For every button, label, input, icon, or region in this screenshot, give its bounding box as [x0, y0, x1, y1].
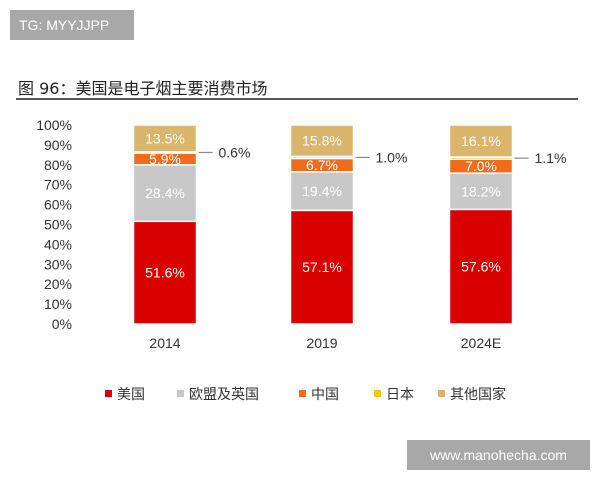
watermark-bottom: www.manohecha.com: [407, 440, 590, 470]
data-label: 16.1%: [461, 133, 501, 149]
y-tick-label: 10%: [44, 296, 72, 312]
y-tick-label: 90%: [44, 137, 72, 153]
legend-swatch: [299, 390, 306, 397]
y-tick-label: 30%: [44, 256, 72, 272]
data-label: 13.5%: [145, 130, 185, 146]
legend-label: 欧盟及英国: [189, 386, 259, 402]
y-tick-label: 70%: [44, 177, 72, 193]
x-tick-label: 2014: [149, 335, 180, 351]
data-label: 0.6%: [219, 144, 251, 160]
legend-swatch: [105, 390, 112, 397]
y-tick-label: 100%: [36, 117, 72, 133]
legend-swatch: [374, 390, 381, 397]
watermark-top: TG: MYYJJPP: [10, 10, 134, 40]
bar-segment: [448, 124, 514, 158]
bar-segment: [132, 124, 198, 153]
y-tick-label: 20%: [44, 276, 72, 292]
y-tick-label: 0%: [52, 316, 72, 332]
bar-segment: [132, 164, 198, 223]
data-label: 1.1%: [535, 150, 567, 166]
bar-segment: [289, 124, 355, 158]
bar-segment: [289, 171, 355, 212]
legend-label: 日本: [386, 386, 414, 402]
data-label: 5.9%: [149, 151, 181, 167]
legend-swatch: [177, 390, 184, 397]
data-label: 15.8%: [302, 133, 342, 149]
bar-segment: [289, 209, 355, 325]
legend-label: 中国: [311, 386, 339, 402]
title-divider: [16, 98, 578, 100]
bar-segment: [132, 220, 198, 325]
figure-title: 图 96：美国是电子烟主要消费市场: [18, 79, 268, 98]
legend-swatch: [438, 390, 445, 397]
legend-label: 美国: [117, 386, 145, 402]
data-label: 51.6%: [145, 265, 185, 281]
x-tick-label: 2024E: [461, 335, 501, 351]
data-label: 1.0%: [376, 149, 408, 165]
bar-segment: [448, 208, 514, 325]
data-label: 19.4%: [302, 183, 342, 199]
data-label: 28.4%: [145, 185, 185, 201]
data-label: 7.0%: [465, 158, 497, 174]
bar-segment: [448, 172, 514, 211]
y-tick-label: 40%: [44, 236, 72, 252]
data-label: 18.2%: [461, 183, 501, 199]
legend-label: 其他国家: [450, 386, 506, 402]
y-tick-label: 60%: [44, 197, 72, 213]
data-label: 57.6%: [461, 259, 501, 275]
x-tick-label: 2019: [306, 335, 337, 351]
y-tick-label: 80%: [44, 157, 72, 173]
y-tick-label: 50%: [44, 217, 72, 233]
data-label: 6.7%: [306, 157, 338, 173]
data-label: 57.1%: [302, 259, 342, 275]
